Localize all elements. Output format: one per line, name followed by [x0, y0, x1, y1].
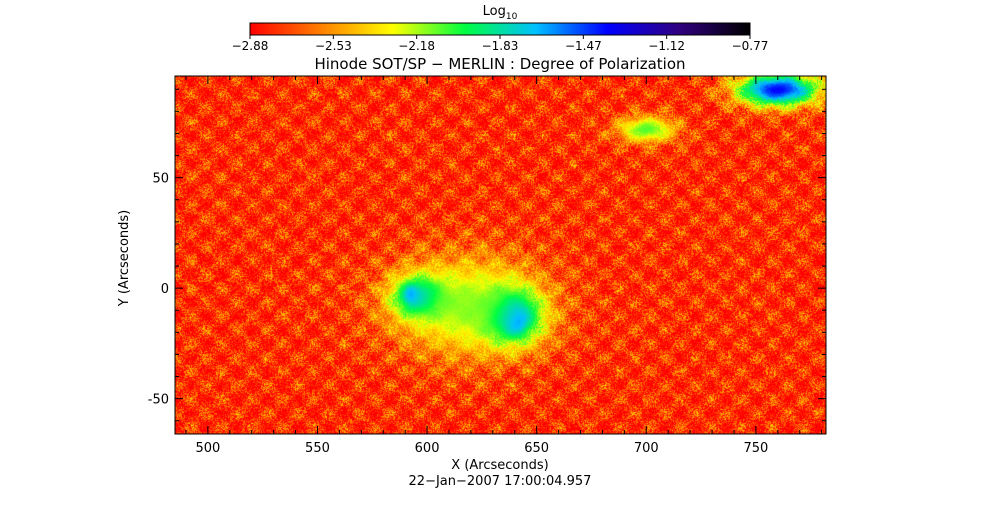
colorbar-tick-label: −2.88 — [232, 39, 269, 53]
colorbar-tick-label: −0.77 — [732, 39, 769, 53]
y-tick-label: 0 — [161, 282, 169, 297]
colorbar-tick-label: −2.18 — [398, 39, 435, 53]
colorbar-tick-label: −1.12 — [648, 39, 685, 53]
x-axis: 500 550 600 650 700 750 — [185, 76, 823, 456]
colorbar-tick-label: −1.83 — [482, 39, 519, 53]
chart-title: Hinode SOT/SP − MERLIN : Degree of Polar… — [314, 55, 685, 73]
colorbar-tick-label: −1.47 — [565, 39, 602, 53]
colorbar-label: Log10 — [483, 4, 518, 22]
y-axis-label: Y (Arcseconds) — [117, 210, 132, 307]
y-axis: -50 0 50 — [148, 88, 826, 422]
x-tick-label: 600 — [415, 441, 440, 456]
plot-frame — [174, 75, 827, 435]
timestamp: 22−Jan−2007 17:00:04.957 — [409, 474, 592, 489]
colorbar-label-sub: 10 — [506, 12, 518, 22]
colorbar-label-base: Log — [483, 4, 506, 19]
x-tick-label: 700 — [634, 441, 659, 456]
colorbar: Log10 −2.88 −2.53 −2.18 −1.83 −1.47 −1.12 −0.7… — [232, 4, 769, 53]
x-tick-label: 650 — [524, 441, 549, 456]
x-tick-label: 500 — [195, 441, 220, 456]
y-tick-label: 50 — [152, 172, 169, 187]
colorbar-tick-label: −2.53 — [315, 39, 352, 53]
colorbar-gradient — [249, 22, 751, 36]
x-axis-label: X (Arcseconds) — [451, 458, 548, 473]
x-tick-label: 750 — [743, 441, 768, 456]
x-tick-label: 550 — [305, 441, 330, 456]
polarization-heatmap — [175, 76, 826, 434]
colorbar-ticks: −2.88 −2.53 −2.18 −1.83 −1.47 −1.12 −0.77 — [232, 35, 769, 53]
y-tick-label: -50 — [148, 393, 169, 408]
plot-area — [174, 75, 827, 435]
